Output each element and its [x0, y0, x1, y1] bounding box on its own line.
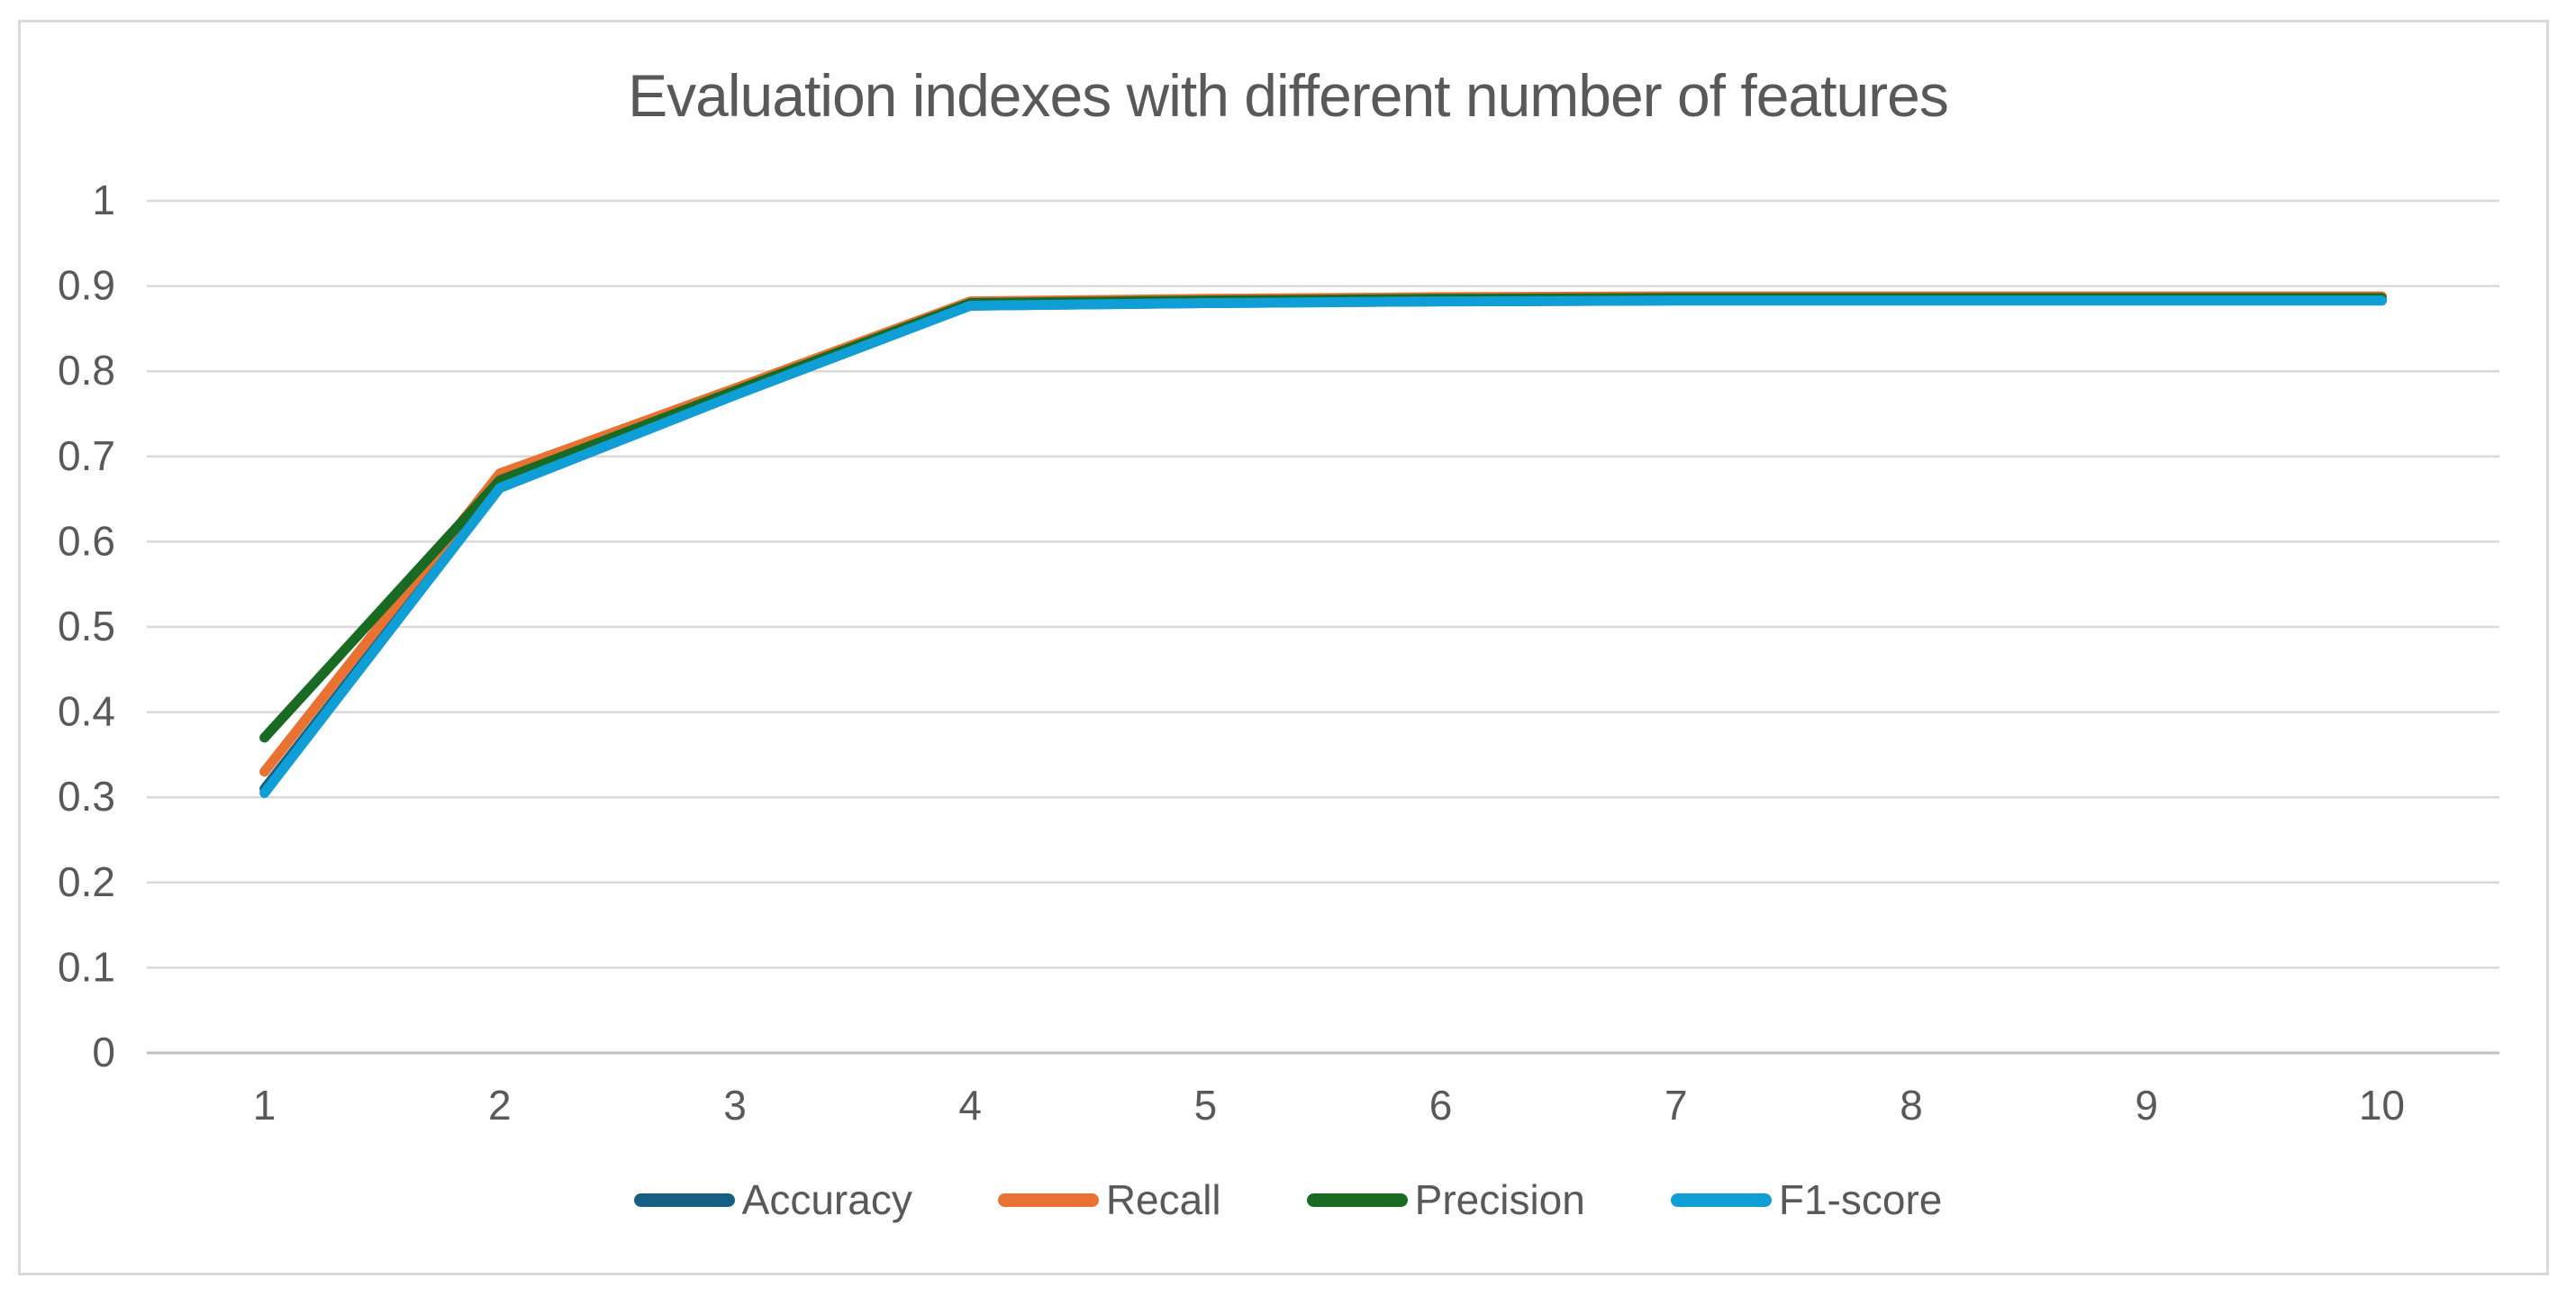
- chart-legend: Accuracy Recall Precision F1-score: [0, 1175, 2576, 1224]
- y-axis-tick-label: 0.8: [58, 347, 115, 394]
- legend-swatch-icon: [997, 1193, 1099, 1207]
- legend-item-accuracy: Accuracy: [633, 1175, 912, 1224]
- legend-swatch-icon: [1306, 1193, 1408, 1207]
- y-axis-tick-label: 0.9: [58, 262, 115, 309]
- legend-item-precision: Precision: [1306, 1175, 1585, 1224]
- x-axis-tick-label: 2: [488, 1082, 512, 1129]
- x-axis-tick-label: 7: [1664, 1082, 1688, 1129]
- series-line-f1-score: [259, 295, 2387, 798]
- y-axis-tick-label: 0.3: [58, 773, 115, 820]
- y-axis-tick-label: 0.1: [58, 943, 115, 990]
- legend-swatch-icon: [1670, 1193, 1772, 1207]
- y-axis-tick-label: 0.2: [58, 858, 115, 905]
- legend-label: Precision: [1414, 1176, 1585, 1223]
- legend-label: Recall: [1105, 1176, 1221, 1223]
- x-axis-tick-label: 10: [2359, 1082, 2405, 1129]
- x-axis-tick-label: 5: [1194, 1082, 1218, 1129]
- legend-label: F1-score: [1778, 1176, 1943, 1223]
- x-axis-tick-label: 9: [2135, 1082, 2158, 1129]
- y-axis-tick-label: 0.6: [58, 517, 115, 564]
- legend-swatch-icon: [633, 1193, 735, 1207]
- x-axis-tick-label: 8: [1900, 1082, 1923, 1129]
- chart-frame: [18, 20, 2549, 1275]
- y-axis-tick-label: 0: [92, 1029, 115, 1075]
- y-axis-tick-label: 1: [92, 177, 115, 223]
- x-axis-tick-label: 6: [1429, 1082, 1453, 1129]
- series-line-recall: [259, 291, 2387, 777]
- x-axis-tick-label: 1: [253, 1082, 277, 1129]
- y-axis-tick-label: 0.7: [58, 432, 115, 479]
- legend-item-recall: Recall: [997, 1175, 1221, 1224]
- x-axis-tick-label: 4: [958, 1082, 982, 1129]
- y-axis-tick-label: 0.5: [58, 603, 115, 649]
- legend-item-f1-score: F1-score: [1670, 1175, 1943, 1224]
- series-line-accuracy: [259, 295, 2387, 794]
- series-line-precision: [259, 293, 2387, 743]
- chart-title: Evaluation indexes with different number…: [628, 62, 1949, 129]
- legend-label: Accuracy: [741, 1176, 912, 1223]
- x-axis-tick-label: 3: [723, 1082, 747, 1129]
- y-axis-tick-label: 0.4: [58, 688, 115, 735]
